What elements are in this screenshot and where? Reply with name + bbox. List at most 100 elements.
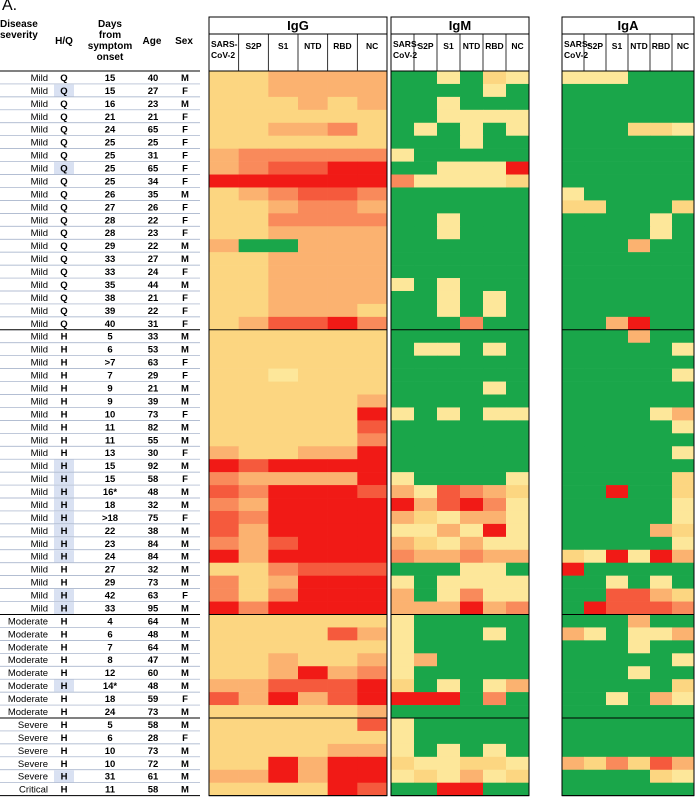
heatmap-cell (357, 666, 388, 680)
heatmap-border (561, 70, 695, 797)
hq-highlight (54, 770, 74, 783)
heatmap-cell (628, 290, 651, 305)
heatmap-cell (268, 459, 299, 473)
heatmap-cell (298, 769, 328, 783)
heatmap-cell (562, 407, 585, 421)
heatmap-cell (437, 161, 461, 175)
heatmap-cell (506, 368, 530, 382)
heatmap-cell (483, 718, 507, 732)
heatmap-cell (437, 122, 461, 136)
heatmap-cell (628, 174, 651, 188)
sex-cell: M (181, 642, 189, 653)
hq-highlight (54, 84, 74, 97)
heatmap-cell (209, 575, 239, 589)
sex-cell: F (182, 694, 188, 705)
hq-cell: H (61, 358, 68, 369)
heatmap-cell (650, 174, 673, 188)
severity-cell: Mild (31, 125, 48, 136)
severity-cell: Mild (31, 358, 48, 369)
heatmap-cell (506, 562, 530, 576)
heatmap-cell (414, 355, 438, 369)
heatmap-cell (268, 342, 299, 356)
heatmap-cell (391, 394, 415, 408)
heatmap-cell (238, 290, 269, 305)
heatmap-cell (628, 588, 651, 602)
heatmap-cell (357, 588, 388, 602)
heatmap-cell (238, 756, 269, 771)
severity-cell: Mild (31, 99, 48, 110)
days-cell: 38 (105, 293, 116, 304)
heatmap-cell (298, 329, 328, 344)
heatmap-cell (606, 549, 629, 564)
antigen-label: SARS- (564, 39, 591, 49)
heatmap-cell (584, 213, 607, 227)
hq-cell: Q (60, 267, 67, 278)
heatmap-cell (298, 83, 328, 98)
heatmap-cell (506, 187, 530, 201)
heatmap-cell (562, 213, 585, 227)
heatmap-cell (414, 71, 438, 85)
heatmap-cell (650, 614, 673, 628)
heatmap-cell (298, 679, 328, 693)
heatmap-cell (414, 510, 438, 525)
sex-cell: M (181, 189, 189, 200)
heatmap-cell (391, 523, 415, 538)
heatmap-cell (357, 407, 388, 421)
heatmap-cell (584, 226, 607, 240)
heatmap-cell (238, 459, 269, 473)
heatmap-cell (606, 627, 629, 641)
days-cell: 25 (105, 138, 116, 149)
severity-cell: Mild (31, 164, 48, 175)
heatmap-cell (414, 187, 438, 201)
heatmap-cell (268, 239, 299, 253)
heatmap-cell (584, 614, 607, 628)
heatmap-cell (298, 459, 328, 473)
sex-col-header: Sex (175, 36, 193, 47)
heatmap-cell (437, 705, 461, 719)
heatmap-cell (238, 446, 269, 460)
heatmap-cell (238, 601, 269, 615)
heatmap-cell (238, 782, 269, 796)
antigen-label: RBD (333, 41, 351, 51)
heatmap-cell (650, 446, 673, 460)
heatmap-cell (506, 109, 530, 124)
hq-cell: H (61, 578, 68, 589)
heatmap-cell (672, 536, 695, 551)
age-cell: 65 (148, 164, 159, 175)
hq-highlight (54, 550, 74, 563)
hq-cell: Q (60, 189, 67, 200)
days-cell: 15 (105, 73, 116, 84)
heatmap-cell (298, 200, 328, 214)
heatmap-cell (460, 394, 484, 408)
antigen-label: S1 (278, 41, 289, 51)
heatmap-cell (209, 692, 239, 706)
heatmap-cell (238, 239, 269, 253)
antigen-label: NC (366, 41, 378, 51)
heatmap-cell (437, 692, 461, 706)
heatmap-cell (506, 278, 530, 292)
heatmap-cell (584, 472, 607, 486)
heatmap-cell (238, 640, 269, 654)
heatmap-cell (562, 290, 585, 305)
age-cell: 21 (148, 112, 159, 123)
heatmap-cell (268, 692, 299, 706)
age-cell: 48 (148, 629, 159, 640)
heatmap-cell (391, 743, 415, 758)
heatmap-cell (327, 407, 358, 421)
heatmap-cell (238, 71, 269, 85)
heatmap-cell (391, 122, 415, 136)
antigen-label: S2P (587, 41, 603, 51)
heatmap-cell (650, 122, 673, 136)
heatmap-cell (414, 368, 438, 382)
heatmap-cell (672, 666, 695, 680)
heatmap-cell (606, 355, 629, 369)
hq-cell: Q (60, 73, 67, 84)
heatmap-cell (628, 692, 651, 706)
heatmap-cell (437, 316, 461, 331)
heatmap-cell (209, 756, 239, 771)
heatmap-cell (268, 679, 299, 693)
hq-highlight (54, 511, 74, 524)
days-cell: 18 (105, 694, 116, 705)
age-cell: 82 (148, 422, 159, 433)
